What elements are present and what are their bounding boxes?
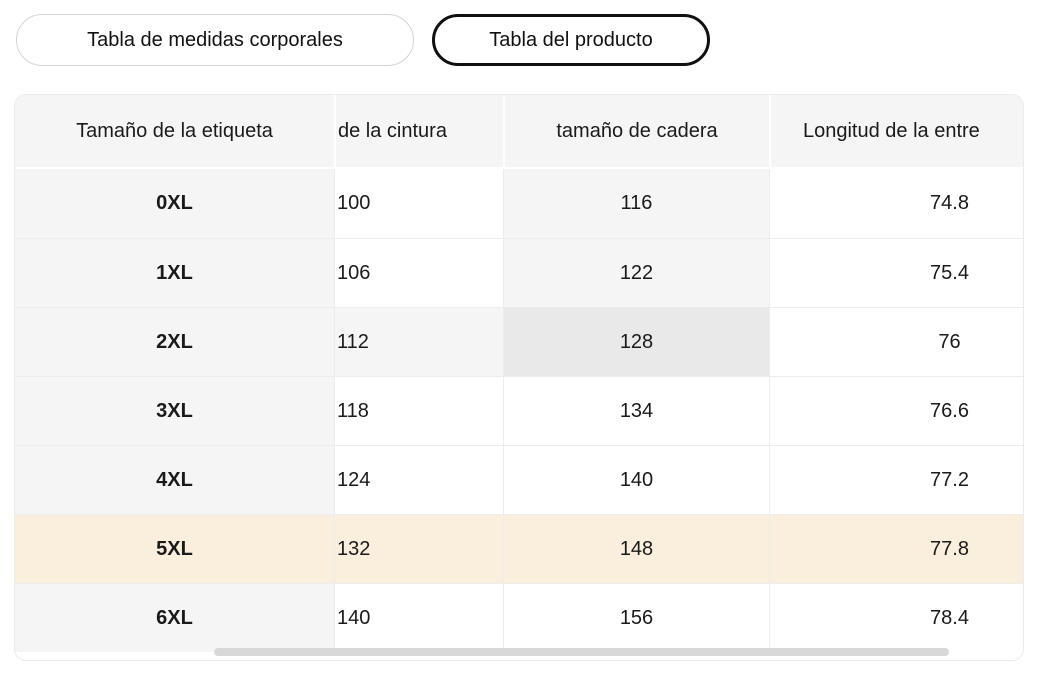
cell-hip[interactable]: 116 <box>503 169 769 238</box>
cell-size: 5XL <box>15 514 334 583</box>
cell-hip[interactable]: 140 <box>503 445 769 514</box>
cell-inseam[interactable]: 77.8 <box>769 514 1023 583</box>
table-row: 3XL 118 134 76.6 <box>15 376 1023 445</box>
header-row: Tamaño de la etiqueta de la cintura tama… <box>15 95 1023 169</box>
table-row: 0XL 100 116 74.8 <box>15 169 1023 238</box>
tab-body-measurements[interactable]: Tabla de medidas corporales <box>16 14 414 66</box>
size-table: Tamaño de la etiqueta de la cintura tama… <box>14 94 1024 661</box>
cell-inseam[interactable]: 75.4 <box>769 238 1023 307</box>
cell-waist[interactable]: 106 <box>334 238 503 307</box>
cell-hip-hovered[interactable]: 128 <box>503 307 769 376</box>
cell-size: 1XL <box>15 238 334 307</box>
table-row: 1XL 106 122 75.4 <box>15 238 1023 307</box>
cell-hip[interactable]: 122 <box>503 238 769 307</box>
cell-hip[interactable]: 156 <box>503 583 769 652</box>
cell-inseam[interactable]: 74.8 <box>769 169 1023 238</box>
table-row: 4XL 124 140 77.2 <box>15 445 1023 514</box>
cell-inseam[interactable]: 76 <box>769 307 1023 376</box>
cell-waist[interactable]: 124 <box>334 445 503 514</box>
cell-inseam[interactable]: 77.2 <box>769 445 1023 514</box>
cell-size: 3XL <box>15 376 334 445</box>
table-row: 6XL 140 156 78.4 <box>15 583 1023 652</box>
cell-hip[interactable]: 134 <box>503 376 769 445</box>
cell-waist[interactable]: 132 <box>334 514 503 583</box>
horizontal-scrollbar-thumb[interactable] <box>214 648 949 656</box>
cell-inseam[interactable]: 76.6 <box>769 376 1023 445</box>
cell-waist[interactable]: 112 <box>334 307 503 376</box>
cell-waist[interactable]: 140 <box>334 583 503 652</box>
table-row-highlighted: 5XL 132 148 77.8 <box>15 514 1023 583</box>
column-header-waist: de la cintura <box>334 95 503 169</box>
cell-waist[interactable]: 100 <box>334 169 503 238</box>
column-header-inseam: Longitud de la entre <box>769 95 1023 169</box>
cell-inseam[interactable]: 78.4 <box>769 583 1023 652</box>
size-chart-tabs: Tabla de medidas corporales Tabla del pr… <box>16 14 1038 66</box>
column-header-label-size: Tamaño de la etiqueta <box>15 95 334 169</box>
cell-size: 2XL <box>15 307 334 376</box>
tab-product-table[interactable]: Tabla del producto <box>432 14 710 66</box>
cell-size: 4XL <box>15 445 334 514</box>
cell-hip[interactable]: 148 <box>503 514 769 583</box>
cell-size: 6XL <box>15 583 334 652</box>
size-table-grid: Tamaño de la etiqueta de la cintura tama… <box>15 95 1023 652</box>
cell-size: 0XL <box>15 169 334 238</box>
column-header-hip: tamaño de cadera <box>503 95 769 169</box>
table-row: 2XL 112 128 76 <box>15 307 1023 376</box>
cell-waist[interactable]: 118 <box>334 376 503 445</box>
